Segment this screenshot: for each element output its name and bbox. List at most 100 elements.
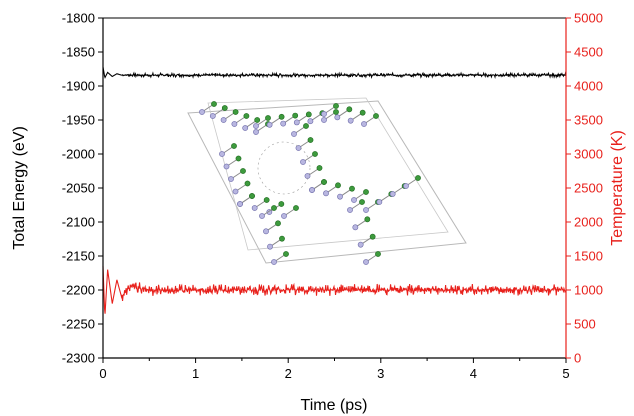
atom-light — [220, 117, 227, 123]
left-y-tick-label: -2100 — [62, 215, 95, 230]
axes: 0 1 2 3 4 5 -2300 -2250 -2200 -2150 -2100 -2050 -200… — [62, 11, 603, 382]
strip-far-right — [363, 175, 421, 213]
atom-light — [291, 131, 297, 137]
atom-green — [373, 113, 379, 119]
atom-light — [281, 213, 287, 219]
atom-light — [300, 159, 306, 165]
atom-light — [223, 163, 230, 170]
right-y-tick-label: 500 — [574, 317, 596, 332]
atom-light — [209, 113, 216, 119]
atom-green — [415, 175, 421, 181]
atom-green — [333, 109, 339, 115]
atom-light — [293, 119, 300, 126]
atom-green — [369, 233, 376, 240]
strip-lower-left — [259, 205, 289, 265]
strip-right-bottom — [309, 179, 369, 203]
atom-light — [321, 111, 327, 117]
x-tick-label: 2 — [285, 366, 292, 381]
atom-green — [307, 137, 314, 143]
atom-green — [321, 179, 327, 185]
atom-green — [335, 182, 341, 189]
atom-light — [403, 183, 409, 189]
atom-light — [347, 207, 353, 213]
atom-light — [357, 241, 364, 248]
atom-light — [351, 197, 357, 203]
atom-light — [280, 120, 287, 127]
atom-light — [263, 228, 269, 235]
right-y-axis-label: Temperature (K) — [609, 130, 626, 246]
x-axis-label: Time (ps) — [301, 397, 368, 414]
right-y-tick-label: 1500 — [574, 249, 603, 264]
inset-structure-image — [187, 97, 467, 265]
strip-left-ring — [219, 143, 255, 207]
atom-green — [275, 220, 281, 227]
atom-green — [279, 235, 285, 242]
right-y-tick-label: 5000 — [574, 11, 603, 26]
atom-light — [231, 121, 238, 127]
atom-green — [265, 115, 271, 121]
atom-green — [278, 201, 285, 207]
atom-green — [243, 113, 250, 119]
atom-light — [253, 129, 259, 135]
x-tick-label: 5 — [562, 366, 569, 381]
atom-green — [221, 105, 228, 111]
atom-light — [228, 176, 234, 182]
atom-green — [346, 106, 353, 113]
atom-light — [199, 109, 205, 115]
atom-light — [309, 187, 315, 193]
atom-green — [271, 205, 277, 211]
atom-green — [244, 180, 251, 187]
atom-green — [232, 109, 239, 115]
strip-top-mid — [253, 109, 339, 129]
atom-light — [347, 117, 354, 124]
atom-green — [363, 189, 369, 195]
atom-green — [375, 251, 381, 257]
atom-light — [307, 118, 314, 125]
atom-light — [376, 199, 383, 205]
atom-light — [271, 259, 277, 265]
left-y-tick-label: -1850 — [62, 45, 95, 60]
pore-ring — [257, 141, 311, 195]
left-y-tick-label: -2050 — [62, 181, 95, 196]
left-y-tick-label: -2000 — [62, 147, 95, 162]
atom-light — [337, 193, 343, 200]
atom-light — [237, 201, 243, 207]
atom-light — [266, 121, 273, 128]
atom-green — [254, 117, 261, 123]
x-tick-label: 1 — [192, 366, 199, 381]
atom-green — [240, 168, 246, 174]
left-y-tick-label: -1900 — [62, 79, 95, 94]
left-y-axis-label: Total Energy (eV) — [11, 126, 28, 250]
atom-green — [231, 143, 237, 149]
x-tick-label: 3 — [377, 366, 384, 381]
atom-green — [293, 205, 299, 211]
atom-light — [259, 213, 265, 219]
left-y-tick-label: -2250 — [62, 317, 95, 332]
atom-light — [334, 114, 341, 121]
energy-series-line — [102, 66, 567, 80]
atom-green — [359, 109, 366, 116]
left-y-tick-label: -1950 — [62, 113, 95, 128]
atom-green — [283, 251, 289, 257]
right-y-tick-label: 2000 — [574, 215, 603, 230]
right-y-tick-label: 3000 — [574, 147, 603, 162]
atom-light — [323, 190, 329, 197]
left-y-tick-label: -1800 — [62, 11, 95, 26]
left-y-tick-label: -2200 — [62, 283, 95, 298]
atom-light — [389, 191, 396, 197]
atom-light — [242, 125, 249, 131]
atom-green — [349, 185, 355, 192]
x-tick-label: 0 — [99, 366, 106, 381]
atom-green — [316, 165, 323, 171]
temperature-series-line — [102, 266, 567, 314]
atom-light — [352, 224, 359, 231]
right-y-tick-label: 4000 — [574, 79, 603, 94]
atom-green — [235, 155, 242, 162]
right-y-tick-label: 1000 — [574, 283, 603, 298]
atom-green — [303, 123, 309, 129]
atom-green — [249, 193, 255, 199]
unit-cell-back-outline — [207, 97, 449, 251]
atom-green — [211, 101, 217, 107]
atom-light — [321, 117, 327, 123]
